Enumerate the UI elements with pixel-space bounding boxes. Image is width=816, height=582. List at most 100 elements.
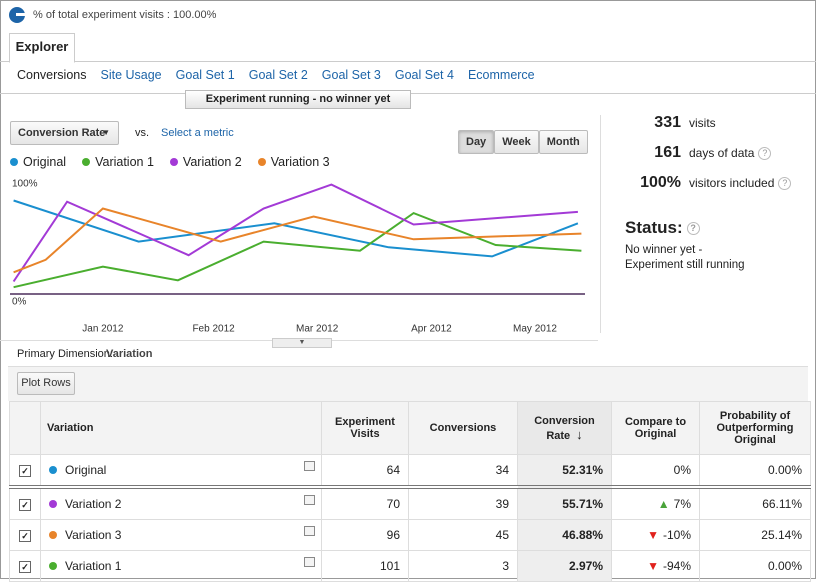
nav-link[interactable]: Site Usage xyxy=(100,68,162,82)
nav-link[interactable]: Conversions xyxy=(17,68,87,82)
header-label: Compare to Original xyxy=(624,416,687,440)
cell-text: 55.71% xyxy=(562,497,603,511)
cell-text: 7% xyxy=(673,497,691,511)
table-row: ✓ Variation 2 70 39 55.71% ▲ 7% 66.11% xyxy=(9,486,811,520)
status-line: Experiment still running xyxy=(625,259,745,271)
checkbox[interactable]: ✓ xyxy=(19,561,31,573)
cell-text: 3 xyxy=(502,559,509,573)
checkbox-cell: ✓ xyxy=(9,550,41,582)
table-row: ✓ Original 64 34 52.31% 0% 0.00% xyxy=(9,454,811,488)
status-title-text: Status: xyxy=(625,218,683,237)
nav-link[interactable]: Goal Set 2 xyxy=(248,68,308,82)
row-name: Variation 2 xyxy=(65,497,122,511)
header-row: Variation Experiment Visits Conversions Con… xyxy=(9,401,811,455)
chart-toggle[interactable]: ▼ xyxy=(272,338,332,348)
select-metric[interactable]: Select a metric xyxy=(161,127,234,139)
legend-label: Variation 3 xyxy=(270,155,330,169)
checkbox[interactable]: ✓ xyxy=(19,499,31,511)
help-icon[interactable]: ? xyxy=(758,146,772,160)
metric-dropdown[interactable]: Conversion Rate ▼ xyxy=(10,121,119,145)
header-cell[interactable]: Conversions xyxy=(408,401,518,455)
y-tick-label: 100% xyxy=(12,179,38,190)
value-cell: 46.88% xyxy=(517,519,612,551)
cell-text: 46.88% xyxy=(562,528,603,542)
value-cell: 0.00% xyxy=(699,550,811,582)
cell-text: 39 xyxy=(495,497,509,511)
checkbox[interactable]: ✓ xyxy=(19,465,31,477)
stat-label: days of data xyxy=(689,146,755,160)
table-row: ✓ Variation 3 96 45 46.88% ▼ -10% 25.14% xyxy=(9,519,811,551)
legend-dot xyxy=(169,158,178,166)
row-name: Variation 1 xyxy=(65,559,122,573)
nav-link[interactable]: Ecommerce xyxy=(467,68,535,82)
sort-arrow: ↓ xyxy=(576,426,583,442)
series-line xyxy=(13,207,582,274)
nav-link[interactable]: Goal Set 4 xyxy=(394,68,454,82)
cell-text: 0% xyxy=(673,463,691,477)
value-cell: 0.00% xyxy=(699,454,811,488)
value-cell: 101 xyxy=(321,550,409,582)
preview-icon[interactable] xyxy=(304,557,315,567)
stat-value: 100% xyxy=(640,174,681,191)
header-label: Conversions xyxy=(429,422,497,434)
segment-summary: % of total experiment visits : 100.00% xyxy=(33,9,217,21)
stat-label: visits xyxy=(689,116,716,130)
value-cell: 34 xyxy=(408,454,518,488)
name-cell: Variation 1 xyxy=(40,550,322,582)
checkbox[interactable]: ✓ xyxy=(19,530,31,542)
data-table: Variation Experiment Visits Conversions Con… xyxy=(9,401,811,582)
value-cell: ▲ 7% xyxy=(611,486,700,520)
legend-label: Variation 2 xyxy=(182,155,242,169)
dropdown-arrow: ▼ xyxy=(102,128,110,137)
cell-text: 52.31% xyxy=(562,463,603,477)
trend-arrow: ▲ xyxy=(657,497,670,511)
value-cell: 0% xyxy=(611,454,700,488)
legend-item: Variation 3 xyxy=(257,155,330,169)
help-icon[interactable]: ? xyxy=(686,222,700,236)
preview-icon[interactable] xyxy=(304,526,315,536)
preview-icon[interactable] xyxy=(304,461,315,471)
header-cell[interactable]: Conversion Rate ↓ xyxy=(517,401,612,455)
legend-item: Variation 1 xyxy=(82,155,154,169)
row-dot xyxy=(49,531,57,539)
row-dot xyxy=(49,562,57,570)
period-button[interactable]: Month xyxy=(538,130,588,154)
value-cell: 2.97% xyxy=(517,550,612,582)
nav-link[interactable]: Goal Set 1 xyxy=(175,68,235,82)
tab-rule xyxy=(0,61,816,62)
tab-explorer[interactable]: Explorer xyxy=(9,33,75,63)
status-banner: Experiment running - no winner yet xyxy=(185,90,411,109)
preview-icon[interactable] xyxy=(304,495,315,505)
period-button[interactable]: Day xyxy=(458,130,495,154)
legend-dot xyxy=(257,158,266,166)
header-cell[interactable]: Compare to Original xyxy=(611,401,700,455)
value-cell: 39 xyxy=(408,486,518,520)
series-line xyxy=(13,211,582,289)
x-tick-label: May 2012 xyxy=(513,324,557,335)
row-dot xyxy=(49,500,57,508)
cell-text: 96 xyxy=(386,528,400,542)
header-cell[interactable]: Probability of Outperforming Original xyxy=(699,401,811,455)
toolbar xyxy=(8,366,808,401)
cell-text: 45 xyxy=(495,528,509,542)
header-cell[interactable]: Variation xyxy=(40,401,322,455)
cell-text: 2.97% xyxy=(568,559,603,573)
help-icon[interactable]: ? xyxy=(778,176,792,190)
cell-text: 34 xyxy=(495,463,509,477)
nav-link[interactable]: Goal Set 3 xyxy=(321,68,381,82)
vs-label: vs. xyxy=(135,127,150,139)
period-button[interactable]: Week xyxy=(494,130,539,154)
dimension-value: Variation xyxy=(106,348,153,360)
plot-rows-button[interactable]: Plot Rows xyxy=(17,372,75,395)
stat-row: 161 days of data? xyxy=(605,138,810,168)
panel-divider xyxy=(600,115,601,333)
value-cell: 96 xyxy=(321,519,409,551)
x-tick-label: Jan 2012 xyxy=(82,324,124,335)
trend-arrow: ▼ xyxy=(647,528,659,542)
header-cell[interactable]: Experiment Visits xyxy=(321,401,409,455)
x-tick-label: Feb 2012 xyxy=(192,324,235,335)
cell-text: 25.14% xyxy=(761,528,802,542)
header-cell xyxy=(9,401,41,455)
legend-label: Variation 1 xyxy=(95,155,154,169)
table-row: ✓ Variation 1 101 3 2.97% ▼ -94% 0.00% xyxy=(9,550,811,582)
